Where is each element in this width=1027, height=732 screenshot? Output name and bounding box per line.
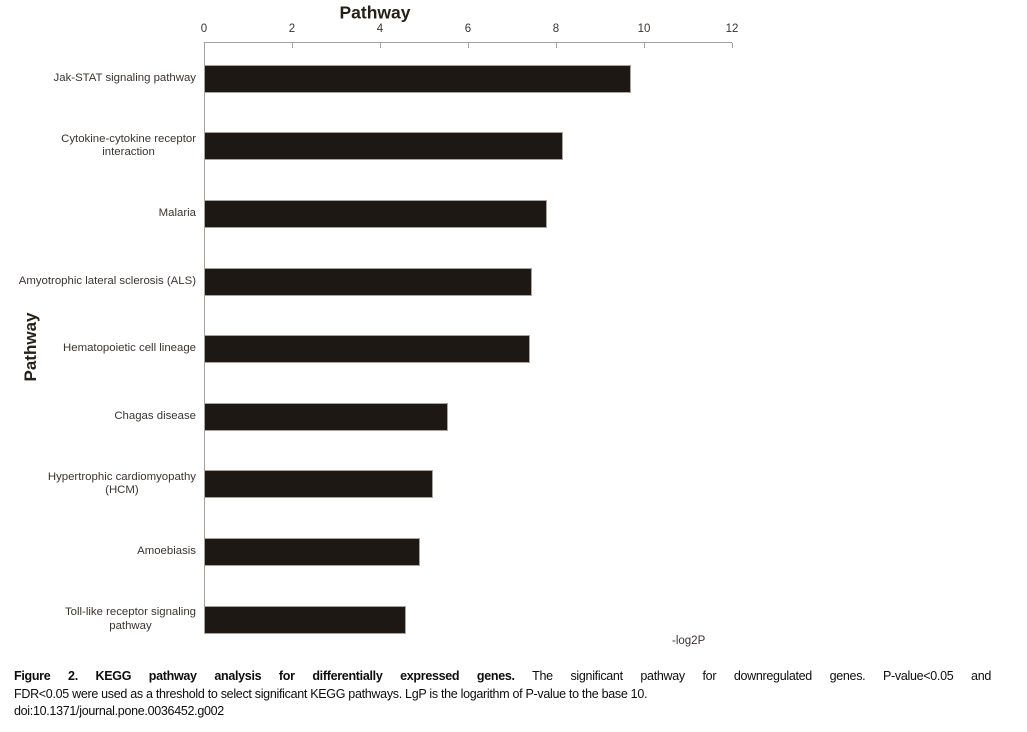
category-label: Amoebiasis [0, 545, 204, 559]
category-label: Hypertrophic cardiomyopathy (HCM) [0, 471, 204, 498]
bar-row: Cytokine-cytokine receptor interaction [0, 113, 770, 181]
tick-label: 8 [552, 23, 560, 35]
tick-mark [291, 43, 293, 48]
bar [204, 199, 548, 228]
tick-mark [379, 43, 381, 48]
tick-label: 6 [464, 23, 472, 35]
bar-row: Hypertrophic cardiomyopathy (HCM) [0, 451, 770, 519]
tick-mark [203, 43, 205, 48]
bar [204, 64, 631, 93]
bar [204, 335, 530, 364]
tick-label: 2 [288, 23, 296, 35]
bar [204, 605, 407, 634]
bar [204, 470, 433, 499]
category-label-text: Cytokine-cytokine receptor interaction [61, 132, 196, 159]
tick-label: 4 [376, 23, 384, 35]
bar [204, 537, 420, 566]
category-label: Jak-STAT signaling pathway [0, 72, 204, 86]
category-label: Amyotrophic lateral sclerosis (ALS) [0, 275, 204, 289]
tick-label: 12 [725, 23, 739, 35]
x-axis-unit-label: -log2P [672, 635, 706, 647]
tick-label: 10 [637, 23, 651, 35]
category-label-text: Amoebiasis [137, 545, 196, 558]
bar-row: Chagas disease [0, 383, 770, 451]
caption-line-1: Figure 2. KEGG pathway analysis for diff… [14, 668, 991, 686]
category-label: Toll-like receptor signaling pathway [0, 606, 204, 633]
category-label: Cytokine-cytokine receptor interaction [0, 133, 204, 160]
bar [204, 267, 532, 296]
category-label: Hematopoietic cell lineage [0, 342, 204, 356]
bar-row: Amyotrophic lateral sclerosis (ALS) [0, 248, 770, 316]
caption-figure-title: Figure 2. KEGG pathway analysis for diff… [14, 669, 515, 683]
category-label: Malaria [0, 207, 204, 221]
caption-line-2: FDR<0.05 were used as a threshold to sel… [14, 686, 648, 701]
tick-mark [555, 43, 557, 48]
figure-caption: Figure 2. KEGG pathway analysis for diff… [14, 668, 991, 721]
category-label-text: Chagas disease [114, 410, 196, 423]
category-label-text: Amyotrophic lateral sclerosis (ALS) [18, 274, 196, 287]
bar [204, 402, 449, 431]
category-label-text: Jak-STAT signaling pathway [53, 72, 196, 85]
tick-mark [731, 43, 733, 48]
chart-title: Pathway [339, 2, 411, 23]
category-label-text: Hypertrophic cardiomyopathy (HCM) [47, 470, 196, 497]
bar [204, 132, 563, 161]
tick-label: 0 [200, 23, 208, 35]
bar-row: Hematopoietic cell lineage [0, 315, 770, 383]
tick-mark [643, 43, 645, 48]
kegg-bar-chart: Pathway Pathway 0 2 4 6 8 10 12 Jak-STAT signa… [0, 2, 770, 653]
category-label-text: Toll-like receptor signaling pathway [64, 606, 196, 632]
category-label-text: Malaria [158, 207, 196, 220]
bar-row: Amoebiasis [0, 518, 770, 586]
caption-line-1-rest: The significant pathway for downregulate… [532, 669, 991, 683]
bar-row: Jak-STAT signaling pathway [0, 45, 770, 113]
bar-rows: Jak-STAT signaling pathway Cytokine-cytok… [0, 45, 770, 653]
caption-doi: doi:10.1371/journal.pone.0036452.g002 [14, 704, 224, 718]
category-label-text: Hematopoietic cell lineage [63, 342, 196, 355]
category-label: Chagas disease [0, 410, 204, 424]
bar-row: Toll-like receptor signaling pathway [0, 586, 770, 654]
tick-mark [467, 43, 469, 48]
bar-row: Malaria [0, 180, 770, 248]
x-axis-line [204, 42, 732, 43]
